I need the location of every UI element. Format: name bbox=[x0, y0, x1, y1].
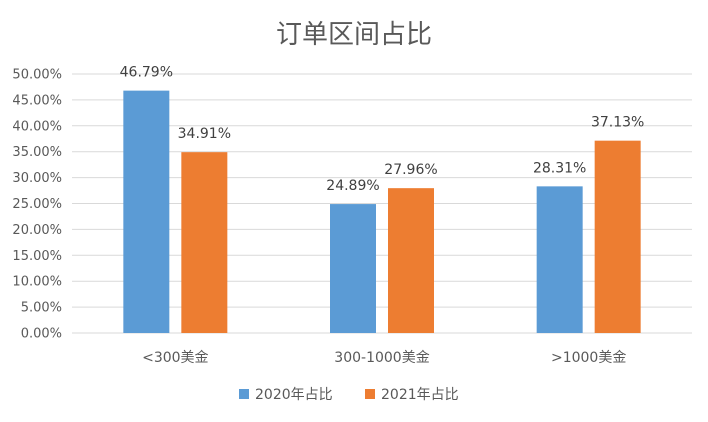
y-tick-label: 35.00% bbox=[12, 145, 62, 160]
bar-series-2-cat-2 bbox=[388, 188, 434, 333]
x-category-label: <300美金 bbox=[142, 350, 208, 366]
x-category-label: >1000美金 bbox=[551, 350, 626, 366]
x-axis-categories: <300美金 300-1000美金 >1000美金 bbox=[142, 350, 626, 366]
y-tick-label: 30.00% bbox=[12, 171, 62, 186]
y-axis-ticks: 0.00% 5.00% 10.00% 15.00% 20.00% 25.00% 30.00%… bbox=[12, 68, 62, 342]
data-label: 27.96% bbox=[384, 162, 437, 178]
bar-series-1-cat-2 bbox=[330, 204, 376, 333]
y-tick-label: 20.00% bbox=[12, 223, 62, 238]
legend-swatch bbox=[365, 389, 375, 399]
gridlines bbox=[72, 73, 692, 334]
y-tick-label: 45.00% bbox=[12, 93, 62, 108]
data-label: 24.89% bbox=[326, 178, 379, 194]
bar-series-1-cat-1 bbox=[123, 90, 170, 333]
y-tick-label: 5.00% bbox=[21, 301, 62, 316]
bar-series-2-cat-3 bbox=[594, 140, 641, 333]
legend-label: 2020年占比 bbox=[255, 387, 333, 403]
data-label: 28.31% bbox=[533, 160, 586, 176]
legend: 2020年占比 2021年占比 bbox=[239, 387, 459, 403]
bar-series-2-cat-1 bbox=[181, 152, 228, 333]
data-labels: 46.79% 34.91% 24.89% 27.96% 28.31% 37.13% bbox=[120, 65, 645, 194]
y-tick-label: 0.00% bbox=[21, 327, 62, 342]
x-category-label: 300-1000美金 bbox=[334, 350, 429, 366]
y-tick-label: 15.00% bbox=[12, 249, 62, 264]
y-tick-label: 10.00% bbox=[12, 275, 62, 290]
y-tick-label: 25.00% bbox=[12, 197, 62, 212]
chart-title: 订单区间占比 bbox=[276, 20, 432, 50]
bars bbox=[123, 90, 641, 333]
data-label: 46.79% bbox=[120, 65, 173, 81]
data-label: 34.91% bbox=[178, 126, 231, 142]
y-tick-label: 40.00% bbox=[12, 119, 62, 134]
legend-swatch bbox=[239, 389, 249, 399]
data-label: 37.13% bbox=[591, 115, 644, 131]
legend-label: 2021年占比 bbox=[381, 387, 459, 403]
bar-series-1-cat-3 bbox=[536, 186, 583, 333]
y-tick-label: 50.00% bbox=[12, 68, 62, 83]
